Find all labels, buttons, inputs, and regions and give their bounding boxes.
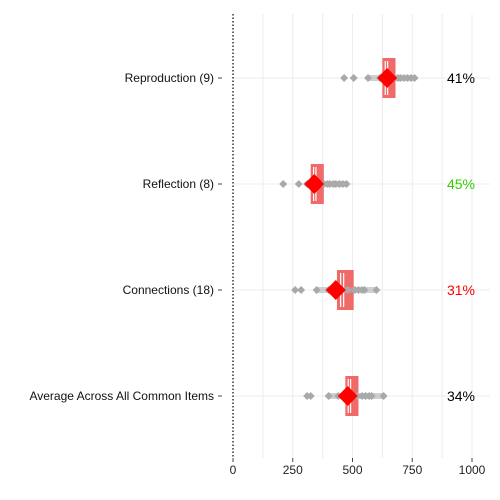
data-point — [306, 392, 315, 400]
x-tick-label: 250 — [283, 463, 303, 477]
x-tick-label: 0 — [230, 463, 237, 477]
row-percentage: 41% — [447, 70, 475, 86]
row-group: Reflection (8) 45% — [143, 164, 475, 204]
mean-marker — [337, 386, 358, 406]
mean-marker — [325, 280, 346, 300]
x-tick-label: 500 — [342, 463, 362, 477]
row-group: Average Across All Common Items 34% — [29, 376, 475, 416]
data-point — [297, 286, 306, 294]
row-label: Reflection (8) — [143, 177, 214, 191]
data-point — [291, 286, 300, 294]
rows-layer: Reproduction (9) 41% Reflection (8) 45% Conn… — [29, 58, 475, 416]
data-point — [340, 74, 349, 82]
x-tick-label: 1000 — [459, 463, 486, 477]
row-label: Average Across All Common Items — [29, 389, 214, 403]
row-group: Connections (18) 31% — [123, 270, 475, 310]
data-point — [279, 180, 288, 188]
points-band — [316, 287, 377, 293]
row-label: Connections (18) — [123, 283, 214, 297]
row-percentage: 31% — [447, 282, 475, 298]
mean-marker — [304, 174, 325, 194]
row-percentage: 45% — [447, 176, 475, 192]
mean-marker — [377, 68, 398, 88]
grid-layer — [233, 14, 490, 458]
row-label: Reproduction (9) — [125, 71, 214, 85]
row-percentage: 34% — [447, 388, 475, 404]
x-tick-label: 750 — [402, 463, 422, 477]
row-group: Reproduction (9) 41% — [125, 58, 475, 98]
points-band — [307, 181, 347, 187]
axis-layer: 0 250 500 750 1000 — [230, 14, 486, 477]
data-point — [349, 74, 358, 82]
data-point — [294, 180, 303, 188]
